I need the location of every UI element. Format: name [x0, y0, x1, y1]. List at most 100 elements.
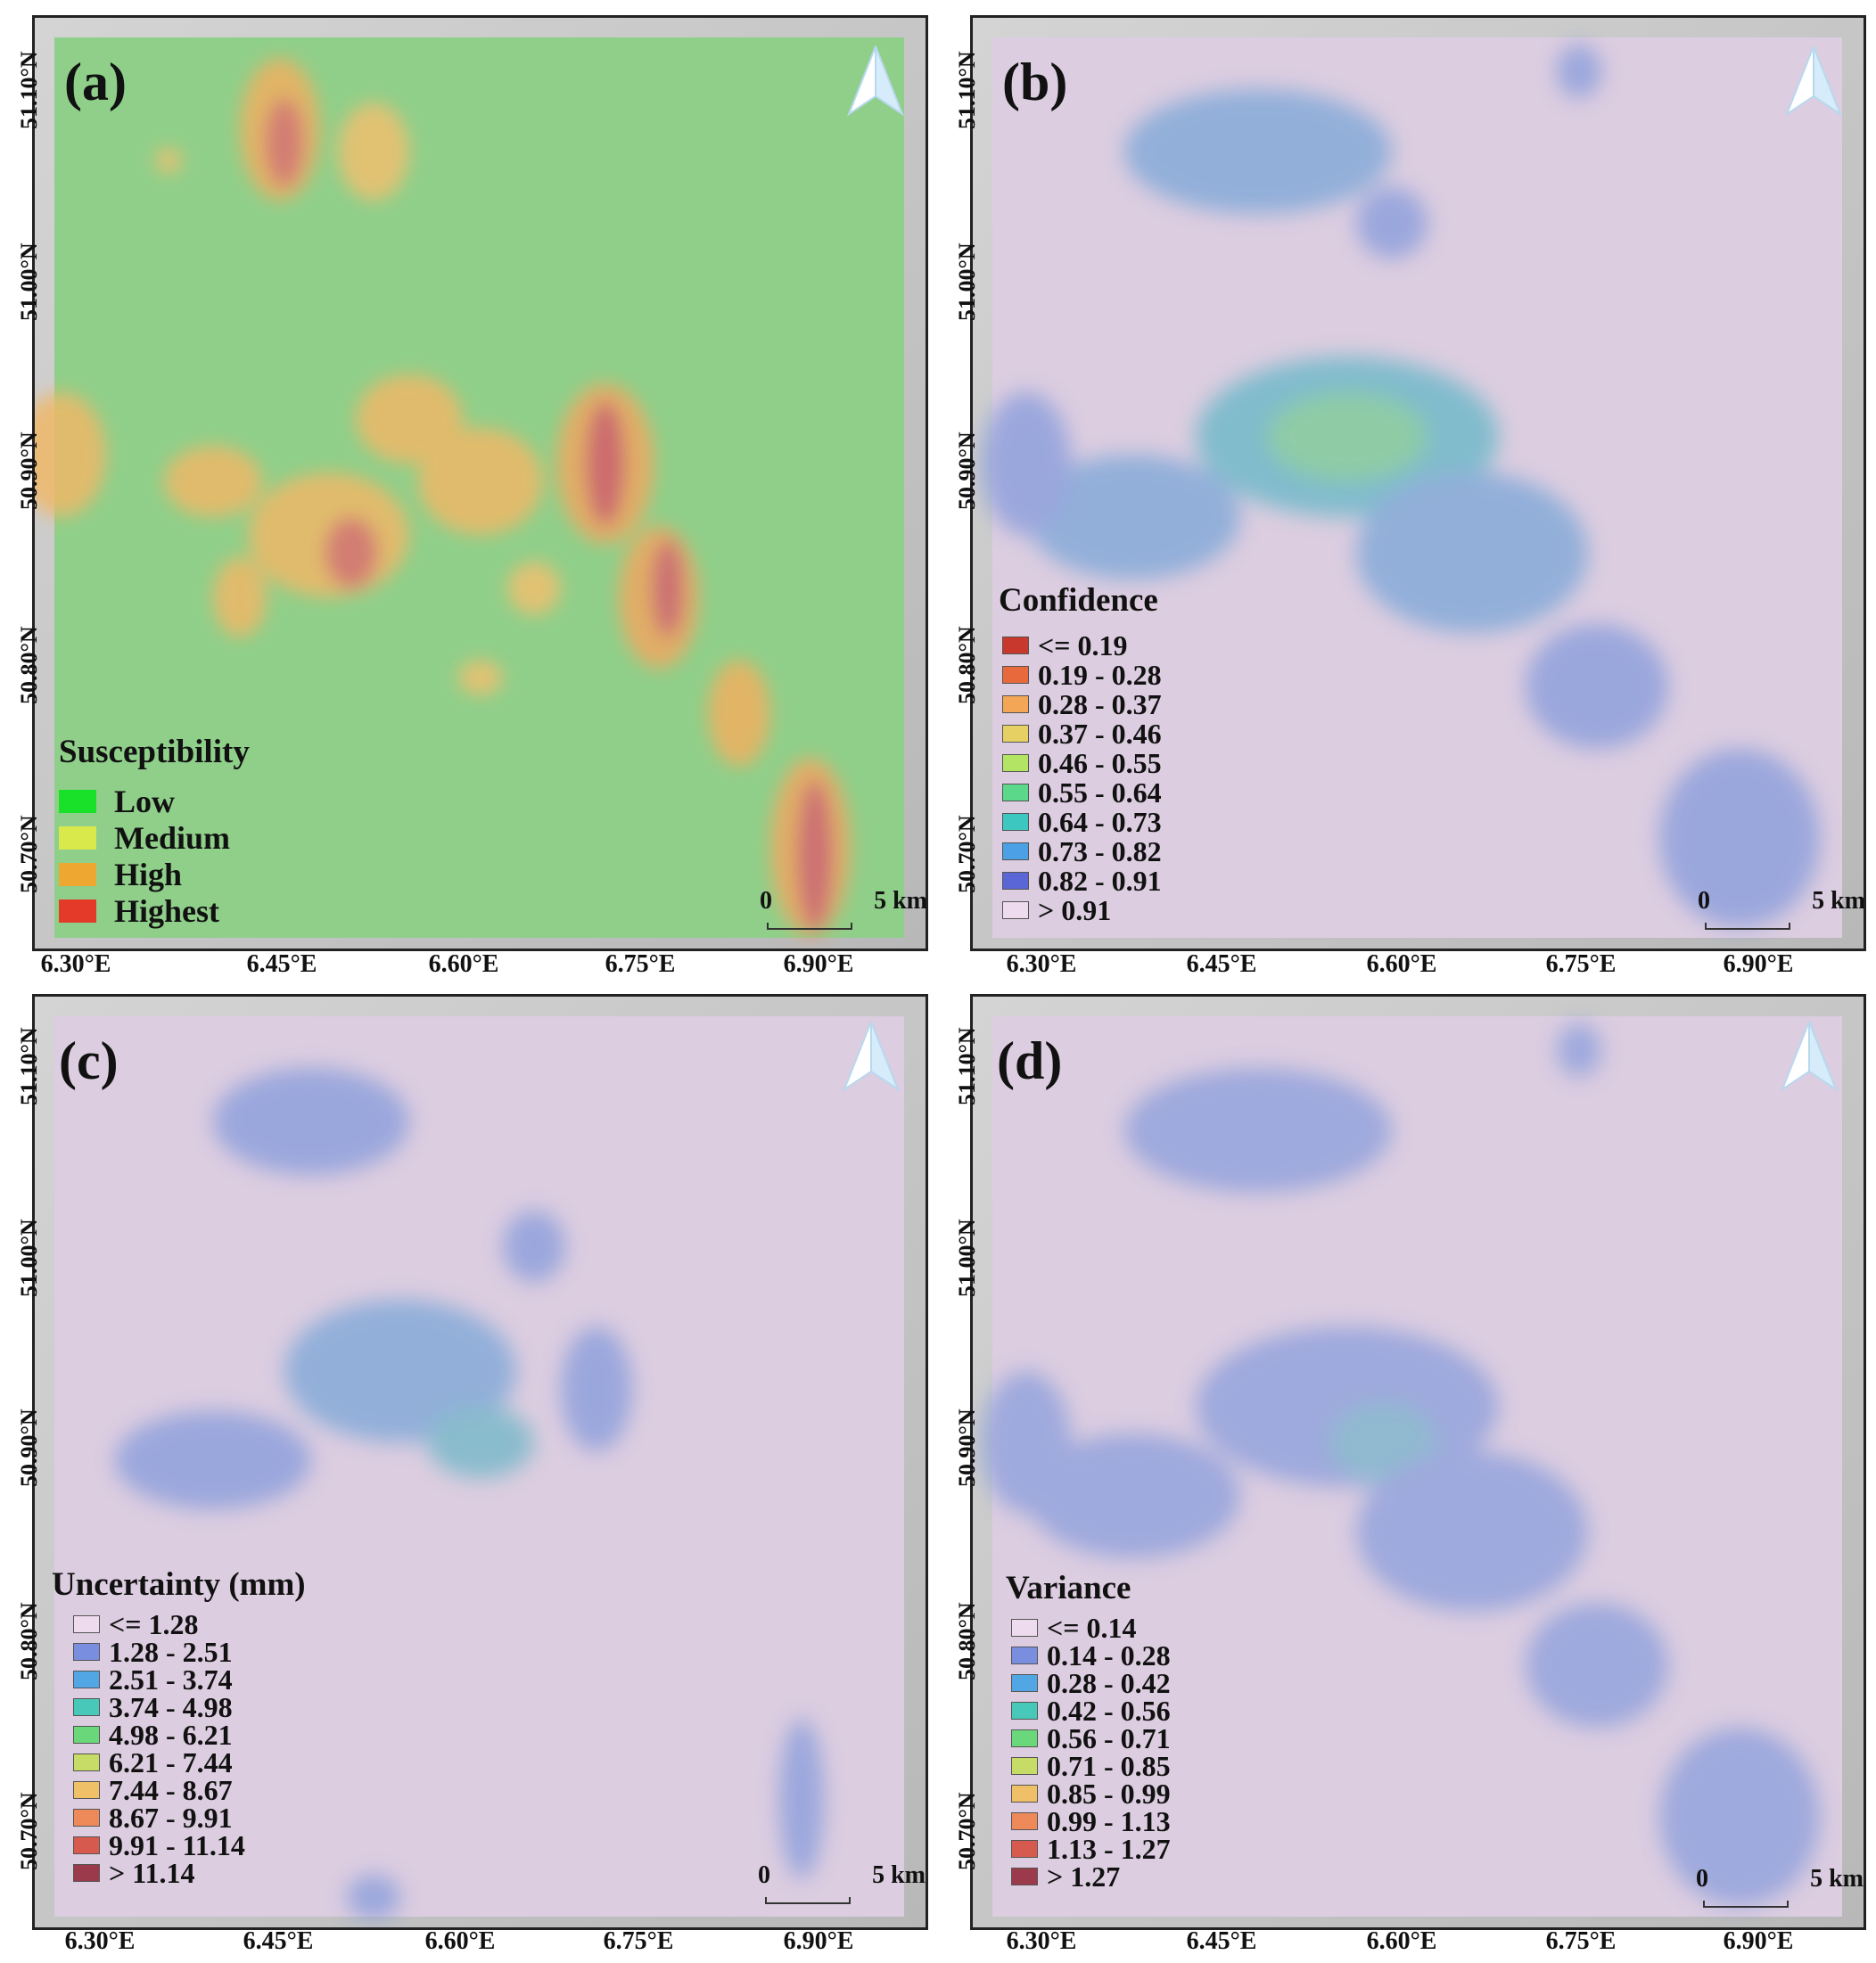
legend-swatch — [73, 1698, 100, 1716]
legend-item-d-4: 0.56 - 0.71 — [1011, 1724, 1171, 1753]
legend-label: 0.82 - 0.91 — [1038, 865, 1162, 897]
scale-zero: 0 — [758, 1861, 770, 1889]
scale-distance: 5 km — [1810, 1865, 1864, 1893]
lat-label-d-1: 51.00°N — [954, 1219, 980, 1297]
lat-label-a-3: 50.80°N — [16, 626, 42, 704]
scale-distance: 5 km — [1812, 887, 1865, 915]
map-frame-a — [32, 15, 928, 951]
legend-label: 6.21 - 7.44 — [109, 1746, 233, 1778]
north-arrow-icon — [847, 45, 904, 117]
legend-swatch — [1011, 1757, 1038, 1775]
scale-distance: 5 km — [872, 1861, 926, 1889]
legend-item-a-0: Low — [59, 785, 175, 817]
legend-label: Highest — [114, 893, 220, 929]
legend-label: 0.73 - 0.82 — [1038, 835, 1162, 867]
legend-swatch — [1002, 637, 1029, 654]
lon-label-d-2: 6.60°E — [1366, 1927, 1437, 1955]
lon-label-b-4: 6.90°E — [1723, 950, 1794, 978]
legend-item-b-0: <= 0.19 — [1002, 631, 1127, 660]
legend-swatch — [1002, 872, 1029, 890]
legend-swatch — [73, 1643, 100, 1661]
legend-item-d-2: 0.28 - 0.42 — [1011, 1669, 1171, 1697]
legend-item-d-8: 1.13 - 1.27 — [1011, 1835, 1171, 1863]
scale-bar-line — [767, 923, 852, 930]
scale-bar-line — [1703, 1901, 1789, 1908]
legend-item-b-4: 0.46 - 0.55 — [1002, 749, 1162, 777]
legend-swatch — [1011, 1868, 1038, 1885]
legend-swatch — [1011, 1812, 1038, 1830]
legend-label: 0.99 - 1.13 — [1047, 1805, 1171, 1837]
lon-label-c-0: 6.30°E — [64, 1927, 136, 1955]
legend-label: 9.91 - 11.14 — [109, 1829, 245, 1861]
legend-swatch — [73, 1864, 100, 1882]
legend-swatch — [73, 1726, 100, 1744]
lon-label-b-0: 6.30°E — [1006, 950, 1077, 978]
lon-label-b-1: 6.45°E — [1186, 950, 1257, 978]
panel-letter-b: (b) — [1002, 53, 1068, 111]
legend-item-a-1: Medium — [59, 820, 230, 856]
lon-label-d-3: 6.75°E — [1545, 1927, 1617, 1955]
legend-item-d-3: 0.42 - 0.56 — [1011, 1696, 1171, 1725]
scale-zero: 0 — [1696, 1865, 1708, 1893]
legend-title-c: Uncertainty (mm) — [52, 1566, 306, 1603]
map-d — [973, 997, 1864, 1927]
legend-label: <= 1.28 — [109, 1608, 199, 1640]
lon-label-a-2: 6.60°E — [428, 950, 499, 978]
lat-label-b-3: 50.80°N — [954, 626, 980, 704]
lon-label-d-1: 6.45°E — [1186, 1927, 1257, 1955]
legend-item-d-9: > 1.27 — [1011, 1862, 1120, 1891]
legend-item-c-4: 4.98 - 6.21 — [73, 1721, 233, 1749]
legend-label: 3.74 - 4.98 — [109, 1691, 233, 1723]
lon-label-d-0: 6.30°E — [1006, 1927, 1077, 1955]
legend-item-b-1: 0.19 - 0.28 — [1002, 661, 1162, 689]
legend-swatch — [59, 899, 96, 923]
lat-label-d-2: 50.90°N — [954, 1409, 980, 1487]
lat-label-a-0: 51.10°N — [16, 51, 42, 129]
lat-label-a-2: 50.90°N — [16, 431, 42, 510]
legend-item-b-9: > 0.91 — [1002, 896, 1111, 924]
lat-label-d-0: 51.10°N — [954, 1027, 980, 1105]
legend-item-d-1: 0.14 - 0.28 — [1011, 1641, 1171, 1670]
legend-swatch — [73, 1836, 100, 1854]
lat-label-c-3: 50.80°N — [16, 1602, 42, 1680]
lon-label-b-3: 6.75°E — [1545, 950, 1617, 978]
legend-label: <= 0.14 — [1047, 1612, 1137, 1644]
lon-label-a-3: 6.75°E — [605, 950, 676, 978]
lat-label-c-4: 50.70°N — [16, 1792, 42, 1870]
legend-label: 0.37 - 0.46 — [1038, 718, 1162, 750]
lat-label-d-3: 50.80°N — [954, 1602, 980, 1680]
legend-label: > 11.14 — [109, 1857, 195, 1889]
legend-label: 0.56 - 0.71 — [1047, 1722, 1171, 1754]
legend-label: Medium — [114, 820, 230, 856]
lat-label-b-2: 50.90°N — [954, 431, 980, 510]
lon-label-c-1: 6.45°E — [243, 1927, 314, 1955]
scale-bar-a: 0 5 km — [760, 887, 927, 940]
legend-label: 0.28 - 0.37 — [1038, 688, 1162, 720]
lon-label-c-3: 6.75°E — [603, 1927, 674, 1955]
legend-swatch — [1002, 666, 1029, 684]
legend-label: > 0.91 — [1038, 894, 1112, 926]
lon-label-c-2: 6.60°E — [424, 1927, 496, 1955]
lat-label-a-1: 51.00°N — [16, 242, 42, 321]
legend-label: 8.67 - 9.91 — [109, 1802, 233, 1834]
legend-label: 1.13 - 1.27 — [1047, 1833, 1171, 1865]
legend-swatch — [1011, 1702, 1038, 1720]
legend-swatch — [1002, 842, 1029, 860]
legend-swatch — [1011, 1674, 1038, 1692]
scale-zero: 0 — [760, 887, 772, 915]
legend-swatch — [1002, 813, 1029, 831]
map-frame-d — [970, 994, 1866, 1930]
scale-bar-d: 0 5 km — [1696, 1865, 1864, 1918]
lon-label-a-0: 6.30°E — [40, 950, 111, 978]
legend-label: > 1.27 — [1047, 1860, 1121, 1893]
legend-swatch — [59, 790, 96, 813]
panel-b: (b) Confidence <= 0.19 0.19 - 0.28 0.28 … — [938, 0, 1876, 981]
legend-title-d: Variance — [1006, 1570, 1131, 1606]
legend-label: <= 0.19 — [1038, 629, 1128, 661]
legend-item-a-2: High — [59, 858, 182, 891]
legend-title-a: Susceptibility — [59, 734, 250, 770]
legend-title-b: Confidence — [999, 582, 1158, 619]
lat-label-b-0: 51.10°N — [954, 51, 980, 129]
legend-item-c-3: 3.74 - 4.98 — [73, 1693, 233, 1721]
legend-label: 0.71 - 0.85 — [1047, 1750, 1171, 1782]
